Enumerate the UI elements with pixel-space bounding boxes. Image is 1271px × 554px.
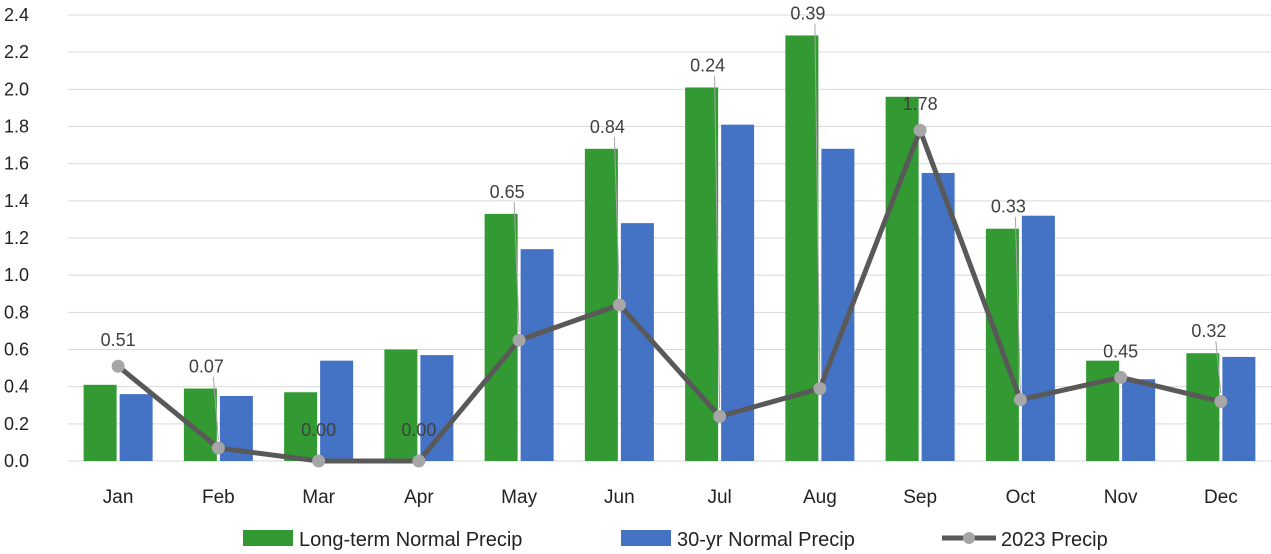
series-line-2023 [116, 127, 1222, 464]
data-label-2023-may: 0.65 [490, 182, 525, 202]
legend: Long-term Normal Precip 30-yr Normal Pre… [243, 529, 1108, 551]
data-label-2023-apr: 0.00 [401, 420, 436, 440]
point-2023-mar [312, 454, 326, 468]
point-2023-nov [1114, 370, 1128, 384]
bar-long-term-mar [284, 392, 318, 461]
data-label-leader [814, 23, 821, 381]
bar-30-yr-oct [1021, 215, 1055, 461]
x-tick-label: Aug [803, 487, 837, 508]
point-2023-jul [713, 409, 727, 423]
gridlines [68, 14, 1271, 462]
point-2023-may [512, 333, 526, 347]
x-tick-label: Oct [1006, 487, 1036, 508]
point-2023-oct [1013, 393, 1027, 407]
data-label-2023-sep: 1.78 [903, 94, 938, 114]
bar-30-yr-may [520, 249, 554, 461]
data-label-leader [1215, 341, 1222, 394]
x-tick-label: May [501, 487, 537, 508]
bar-long-term-jul [685, 87, 719, 461]
x-tick-label: Jul [707, 487, 731, 508]
y-tick-label: 1.0 [4, 265, 29, 285]
legend-label-2023: 2023 Precip [1001, 529, 1108, 551]
data-label-leader [513, 201, 520, 333]
x-tick-label: Apr [404, 487, 434, 508]
bar-30-yr-aug [821, 148, 855, 462]
data-label-2023-nov: 0.45 [1103, 341, 1138, 361]
y-tick-label: 0.6 [4, 340, 29, 360]
y-tick-label: 2.2 [4, 42, 29, 62]
data-label-2023-mar: 0.00 [301, 420, 336, 440]
x-tick-label: Nov [1104, 487, 1138, 508]
precip-2023-line [111, 123, 1228, 468]
bars [83, 35, 1256, 462]
y-tick-label: 0.8 [4, 302, 29, 322]
point-2023-jun [612, 298, 626, 312]
y-tick-label: 0.4 [4, 377, 29, 397]
y-tick-label: 2.4 [4, 5, 29, 25]
x-tick-label: Feb [202, 487, 235, 508]
legend-swatch-30-yr [621, 530, 671, 546]
bar-30-yr-jan [119, 394, 153, 461]
data-labels: 0.51 0.07 0.00 0.00 0.65 0.84 0.24 0.39 1.78 0.33… [101, 3, 1227, 440]
bar-30-yr-mar [320, 360, 354, 461]
bar-30-yr-nov [1122, 379, 1156, 461]
x-tick-label: Sep [903, 487, 937, 508]
y-tick-label: 1.8 [4, 117, 29, 137]
bar-30-yr-dec [1222, 356, 1256, 461]
y-tick-label: 0.2 [4, 414, 29, 434]
bar-long-term-dec [1186, 353, 1220, 461]
point-2023-aug [813, 382, 827, 396]
legend-swatch-long-term [243, 530, 293, 546]
data-label-2023-dec: 0.32 [1191, 321, 1226, 341]
x-tick-label: Jun [604, 487, 635, 508]
x-tick-label: Mar [302, 487, 335, 508]
bar-30-yr-jun [620, 223, 654, 461]
x-tick-label: Jan [103, 487, 134, 508]
y-tick-label: 1.6 [4, 154, 29, 174]
bar-long-term-apr [384, 349, 418, 461]
data-label-2023-jun: 0.84 [590, 117, 625, 137]
bar-long-term-nov [1086, 360, 1120, 461]
bar-30-yr-apr [420, 355, 454, 461]
legend-label-long-term: Long-term Normal Precip [299, 529, 522, 551]
bar-long-term-may [484, 213, 518, 461]
point-2023-apr [412, 454, 426, 468]
data-label-2023-aug: 0.39 [790, 3, 825, 23]
legend-swatch-2023-marker [963, 532, 975, 544]
x-tick-label: Dec [1204, 487, 1238, 508]
point-2023-sep [913, 123, 927, 137]
data-label-leader [714, 75, 721, 409]
y-tick-label: 2.0 [4, 79, 29, 99]
point-2023-dec [1214, 395, 1228, 409]
data-label-leader [613, 136, 620, 297]
data-label-leaders [212, 23, 1222, 441]
bar-30-yr-jul [721, 124, 755, 462]
data-label-leader [212, 376, 219, 441]
bar-30-yr-sep [921, 172, 955, 462]
legend-label-30-yr: 30-yr Normal Precip [677, 529, 855, 551]
bar-long-term-jan [83, 384, 117, 461]
data-label-2023-jan: 0.51 [101, 330, 136, 350]
point-2023-jan [111, 359, 125, 373]
x-axis-ticks: Jan Feb Mar Apr May Jun Jul Aug Sep Oct Nov Dec [103, 487, 1238, 508]
data-label-2023-oct: 0.33 [991, 197, 1026, 217]
data-label-2023-jul: 0.24 [690, 55, 725, 75]
data-label-2023-feb: 0.07 [189, 357, 224, 377]
bar-long-term-sep [885, 96, 919, 462]
y-axis-ticks: 0.0 0.2 0.4 0.6 0.8 1.0 1.2 1.4 1.6 1.8 2.0 2.2 2.4 [4, 5, 29, 471]
y-tick-label: 0.0 [4, 451, 29, 471]
point-2023-feb [211, 441, 225, 455]
data-label-leader [1014, 216, 1021, 392]
y-tick-label: 1.4 [4, 191, 29, 211]
y-tick-label: 1.2 [4, 228, 29, 248]
